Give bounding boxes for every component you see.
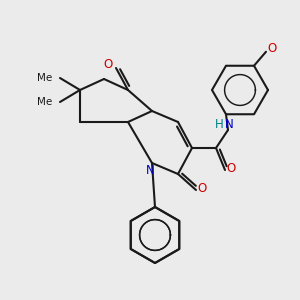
Text: N: N (225, 118, 233, 130)
Text: O: O (267, 42, 277, 55)
Text: O: O (226, 161, 236, 175)
Text: N: N (146, 164, 154, 176)
Text: O: O (103, 58, 112, 70)
Text: Me: Me (37, 97, 52, 107)
Text: H: H (214, 118, 224, 130)
Text: Me: Me (37, 73, 52, 83)
Text: O: O (197, 182, 207, 194)
